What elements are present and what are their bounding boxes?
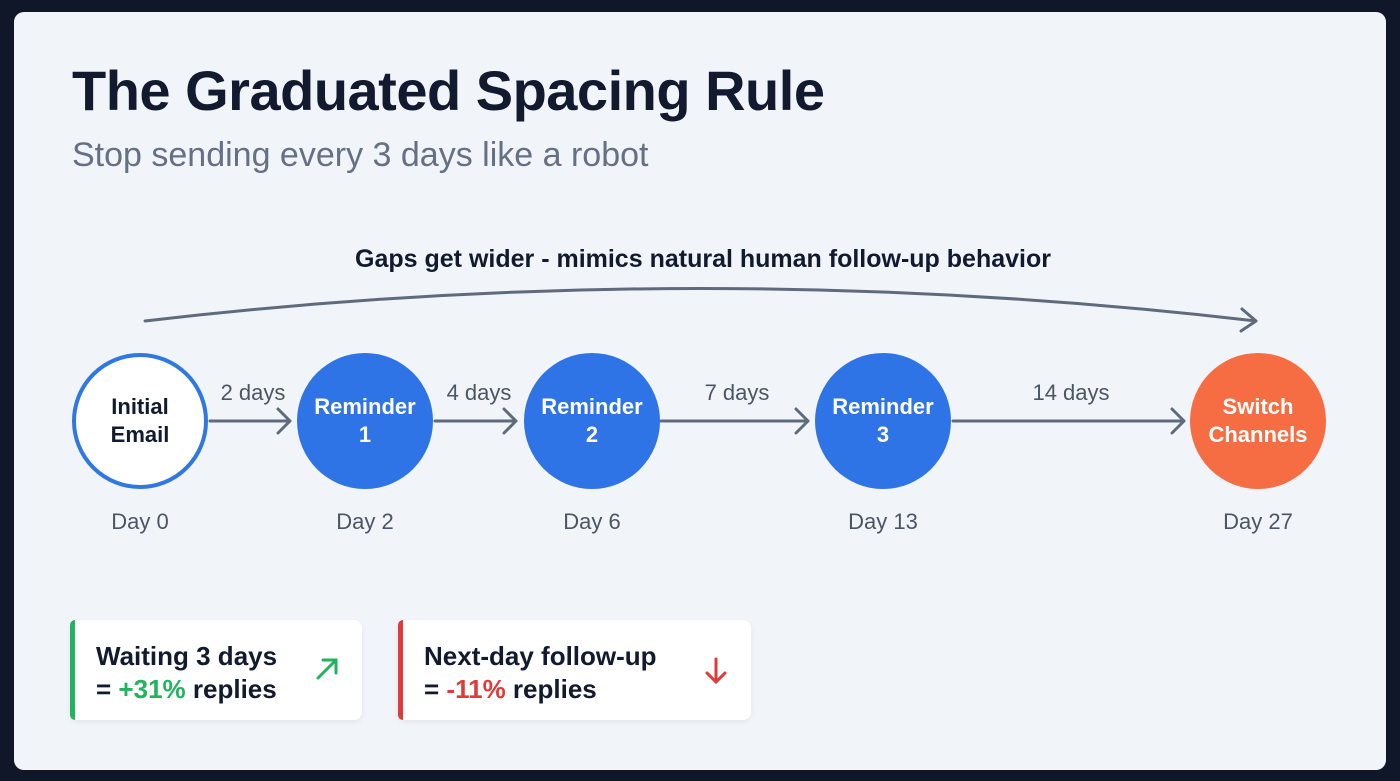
node-label: Reminder xyxy=(314,394,416,419)
node-label: Switch xyxy=(1222,394,1294,419)
node-reminder-3: Reminder 3 xyxy=(815,353,951,489)
gap-label: 14 days xyxy=(1032,380,1110,405)
accent-bar xyxy=(398,620,403,720)
node-label: 1 xyxy=(358,422,372,447)
day-label: Day 6 xyxy=(563,509,621,534)
node-label: Reminder xyxy=(832,394,934,419)
page-subtitle: Stop sending every 3 days like a robot xyxy=(72,136,649,174)
stat-prefix: = xyxy=(424,674,447,704)
stat-value: +31% xyxy=(118,674,186,704)
node-label: Email xyxy=(110,422,170,447)
accent-bar xyxy=(70,620,75,720)
overarching-arc-arrowhead xyxy=(1239,307,1258,333)
gap-arrow-3 xyxy=(659,407,810,435)
day-label: Day 27 xyxy=(1223,509,1293,534)
timeline-caption: Gaps get wider - mimics natural human fo… xyxy=(355,245,1051,273)
stat-suffix: replies xyxy=(185,674,277,704)
gap-arrow-2 xyxy=(433,407,518,435)
gap-arrow-1 xyxy=(208,407,292,435)
gap-arrow-4 xyxy=(951,407,1186,435)
stat-line: Waiting 3 days xyxy=(96,641,278,671)
stat-value: -11% xyxy=(446,674,506,704)
node-label: Initial xyxy=(111,394,169,419)
arrow-down-icon xyxy=(705,657,727,685)
gap-label: 7 days xyxy=(704,380,770,405)
stat-result: = +31% replies xyxy=(96,673,362,706)
node-switch-channels: Switch Channels xyxy=(1190,353,1326,489)
stat-card-waiting: Waiting 3 days = +31% replies xyxy=(70,620,362,720)
arrow-up-right-icon xyxy=(316,658,338,680)
node-initial-email: Initial Email xyxy=(72,353,208,489)
node-label: 3 xyxy=(876,422,890,447)
day-label: Day 13 xyxy=(848,509,918,534)
stat-result: = -11% replies xyxy=(424,673,751,706)
stat-suffix: replies xyxy=(505,674,597,704)
gap-label: 4 days xyxy=(446,380,512,405)
node-label: Reminder xyxy=(541,394,643,419)
page-title: The Graduated Spacing Rule xyxy=(72,59,825,122)
node-label: 2 xyxy=(585,422,599,447)
stat-prefix: = xyxy=(96,674,119,704)
day-label: Day 2 xyxy=(336,509,394,534)
node-label: Channels xyxy=(1208,422,1308,447)
stat-line: Next-day follow-up xyxy=(424,641,657,671)
node-reminder-1: Reminder 1 xyxy=(297,353,433,489)
overarching-arc-arrow xyxy=(143,287,1258,323)
day-label: Day 0 xyxy=(111,509,169,534)
gap-label: 2 days xyxy=(220,380,286,405)
stat-card-next-day: Next-day follow-up = -11% replies xyxy=(398,620,751,720)
node-reminder-2: Reminder 2 xyxy=(524,353,660,489)
